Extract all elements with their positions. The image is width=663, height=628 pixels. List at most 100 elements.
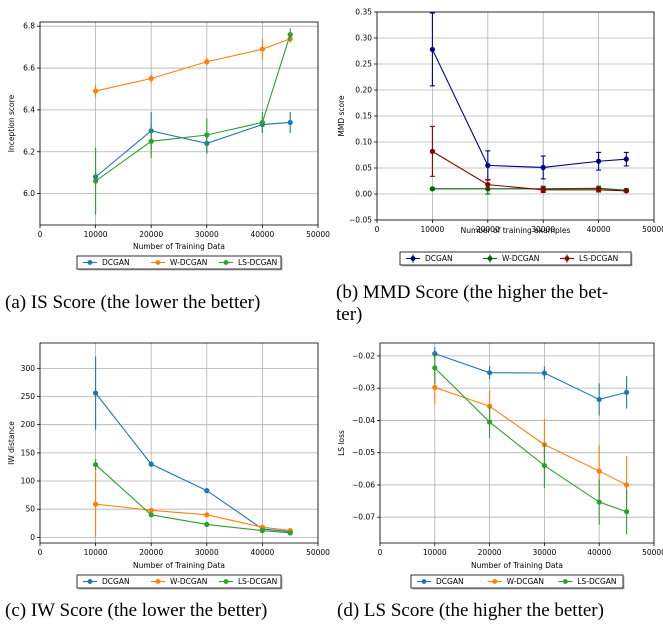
x-tick-label: 20000 bbox=[139, 548, 163, 557]
data-point-ls-dcgan bbox=[596, 187, 602, 193]
series-line-dcgan bbox=[434, 353, 627, 401]
y-tick-label: −0.03 bbox=[352, 384, 375, 393]
legend-marker-ls-dcgan bbox=[562, 579, 568, 584]
y-tick-label: 250 bbox=[21, 392, 36, 401]
data-point-dcgan bbox=[540, 164, 546, 171]
data-point-w-dcgan bbox=[624, 482, 630, 488]
data-point-w-dcgan bbox=[596, 468, 602, 474]
y-axis-label: MMD score bbox=[337, 95, 346, 137]
chart-is-score: 0 10000 20000 30000 40000 50000 6.0 6.2 6.4 6.6 6.… bbox=[7, 21, 330, 271]
legend-label-w-dcgan: W-DCGAN bbox=[170, 577, 207, 586]
y-tick-label: 0.10 bbox=[355, 138, 372, 147]
data-point-dcgan bbox=[148, 461, 154, 467]
x-tick-label: 30000 bbox=[195, 230, 219, 239]
data-point-ls-dcgan bbox=[540, 187, 546, 193]
legend-marker-w-dcgan bbox=[487, 256, 493, 261]
x-tick-label: 50000 bbox=[306, 548, 330, 557]
caption-iw-score: (c) IW Score (the lower the better) bbox=[5, 600, 268, 621]
y-tick-label: −0.05 bbox=[352, 448, 375, 457]
data-point-ls-dcgan bbox=[204, 521, 210, 528]
data-point-dcgan bbox=[485, 162, 491, 168]
x-tick-label: 0 bbox=[378, 548, 383, 557]
data-point-dcgan bbox=[287, 119, 293, 126]
x-axis-label: Number of training examples bbox=[461, 226, 571, 235]
x-tick-label: 50000 bbox=[306, 230, 330, 239]
data-point-ls-dcgan bbox=[596, 499, 602, 505]
data-point-dcgan bbox=[487, 370, 493, 376]
data-point-dcgan bbox=[623, 156, 629, 162]
data-point-w-dcgan bbox=[93, 88, 99, 94]
caption-is-score: (a) IS Score (the lower the better) bbox=[5, 292, 261, 313]
data-point-w-dcgan bbox=[204, 512, 210, 518]
data-point-w-dcgan bbox=[432, 384, 438, 391]
y-axis-label: LS loss bbox=[337, 430, 346, 456]
legend-label-dcgan: DCGAN bbox=[425, 254, 453, 263]
x-tick-label: 10000 bbox=[420, 225, 444, 234]
y-tick-label: 0 bbox=[30, 533, 35, 542]
y-tick-label: −0.06 bbox=[352, 480, 375, 489]
data-point-w-dcgan bbox=[148, 75, 154, 82]
legend-marker-dcgan bbox=[87, 260, 93, 265]
plot-frame bbox=[39, 342, 319, 544]
legend-marker-ls-dcgan bbox=[223, 260, 229, 265]
y-tick-label: 6.6 bbox=[23, 64, 35, 73]
data-point-ls-dcgan bbox=[624, 509, 630, 515]
data-point-ls-dcgan bbox=[432, 365, 438, 371]
x-tick-label: 20000 bbox=[478, 548, 502, 557]
legend-marker-ls-dcgan bbox=[564, 256, 570, 261]
y-tick-label: 150 bbox=[21, 448, 36, 457]
legend-box bbox=[76, 255, 282, 270]
data-point-dcgan bbox=[429, 46, 435, 53]
chart-iw-score: 0 10000 20000 30000 40000 50000 0 50 100 150 200 25… bbox=[7, 342, 330, 590]
chart-mmd-score: 0 10000 20000 30000 40000 50000 −0.05 0.00 0.05 0… bbox=[337, 8, 663, 267]
legend-marker-dcgan bbox=[410, 256, 416, 261]
legend-label-dcgan: DCGAN bbox=[436, 577, 464, 586]
series-line-w-dcgan bbox=[95, 38, 291, 92]
y-tick-label: 6.4 bbox=[23, 105, 35, 114]
x-tick-label: 30000 bbox=[532, 548, 556, 557]
plot-frame bbox=[39, 21, 319, 226]
y-tick-label: −0.04 bbox=[352, 416, 375, 425]
data-point-dcgan bbox=[541, 370, 547, 376]
x-tick-label: 0 bbox=[375, 225, 380, 234]
legend-box bbox=[399, 251, 632, 266]
x-tick-label: 10000 bbox=[423, 548, 447, 557]
data-point-dcgan bbox=[93, 390, 99, 396]
data-point-dcgan bbox=[596, 396, 602, 403]
chart-ls-score: 0 10000 20000 30000 40000 50000 −0.02 −0.03 −0.0… bbox=[337, 342, 663, 590]
x-tick-label: 10000 bbox=[84, 230, 108, 239]
data-point-dcgan bbox=[596, 158, 602, 164]
y-tick-label: 0.20 bbox=[355, 86, 372, 95]
series-line-ls-dcgan bbox=[95, 464, 291, 534]
legend-marker-w-dcgan bbox=[155, 579, 161, 584]
x-tick-label: 50000 bbox=[642, 225, 663, 234]
data-point-w-dcgan bbox=[148, 507, 154, 513]
y-tick-label: 0.15 bbox=[355, 112, 372, 121]
y-tick-label: 6.0 bbox=[23, 189, 35, 198]
data-point-ls-dcgan bbox=[259, 119, 265, 126]
legend-marker-dcgan bbox=[421, 579, 427, 584]
y-tick-label: −0.05 bbox=[349, 216, 372, 225]
caption-mmd-score: (b) MMD Score (the higher the bet- ter) bbox=[336, 282, 661, 326]
legend-label-w-dcgan: W-DCGAN bbox=[502, 254, 539, 263]
legend-marker-w-dcgan bbox=[492, 579, 498, 584]
x-axis-label: Number of Training Data bbox=[133, 561, 225, 570]
x-tick-label: 30000 bbox=[531, 225, 555, 234]
legend-marker-dcgan bbox=[87, 579, 93, 584]
data-point-ls-dcgan bbox=[204, 132, 210, 138]
series-line-ls-dcgan bbox=[95, 34, 291, 182]
data-point-ls-dcgan bbox=[429, 148, 435, 154]
x-tick-label: 50000 bbox=[642, 548, 663, 557]
legend-label-ls-dcgan: LS-DCGAN bbox=[577, 577, 616, 586]
y-tick-label: −0.02 bbox=[352, 351, 375, 360]
x-tick-label: 10000 bbox=[84, 548, 108, 557]
data-point-dcgan bbox=[204, 488, 210, 494]
legend-label-ls-dcgan: LS-DCGAN bbox=[238, 577, 277, 586]
y-axis-label: IW distance bbox=[7, 421, 16, 465]
y-axis-label: Inception score bbox=[7, 94, 16, 152]
x-tick-label: 20000 bbox=[476, 225, 500, 234]
data-point-ls-dcgan bbox=[93, 462, 99, 468]
x-axis-label: Number of Training Data bbox=[133, 242, 225, 251]
legend-label-w-dcgan: W-DCGAN bbox=[170, 258, 207, 267]
x-tick-label: 20000 bbox=[139, 230, 163, 239]
